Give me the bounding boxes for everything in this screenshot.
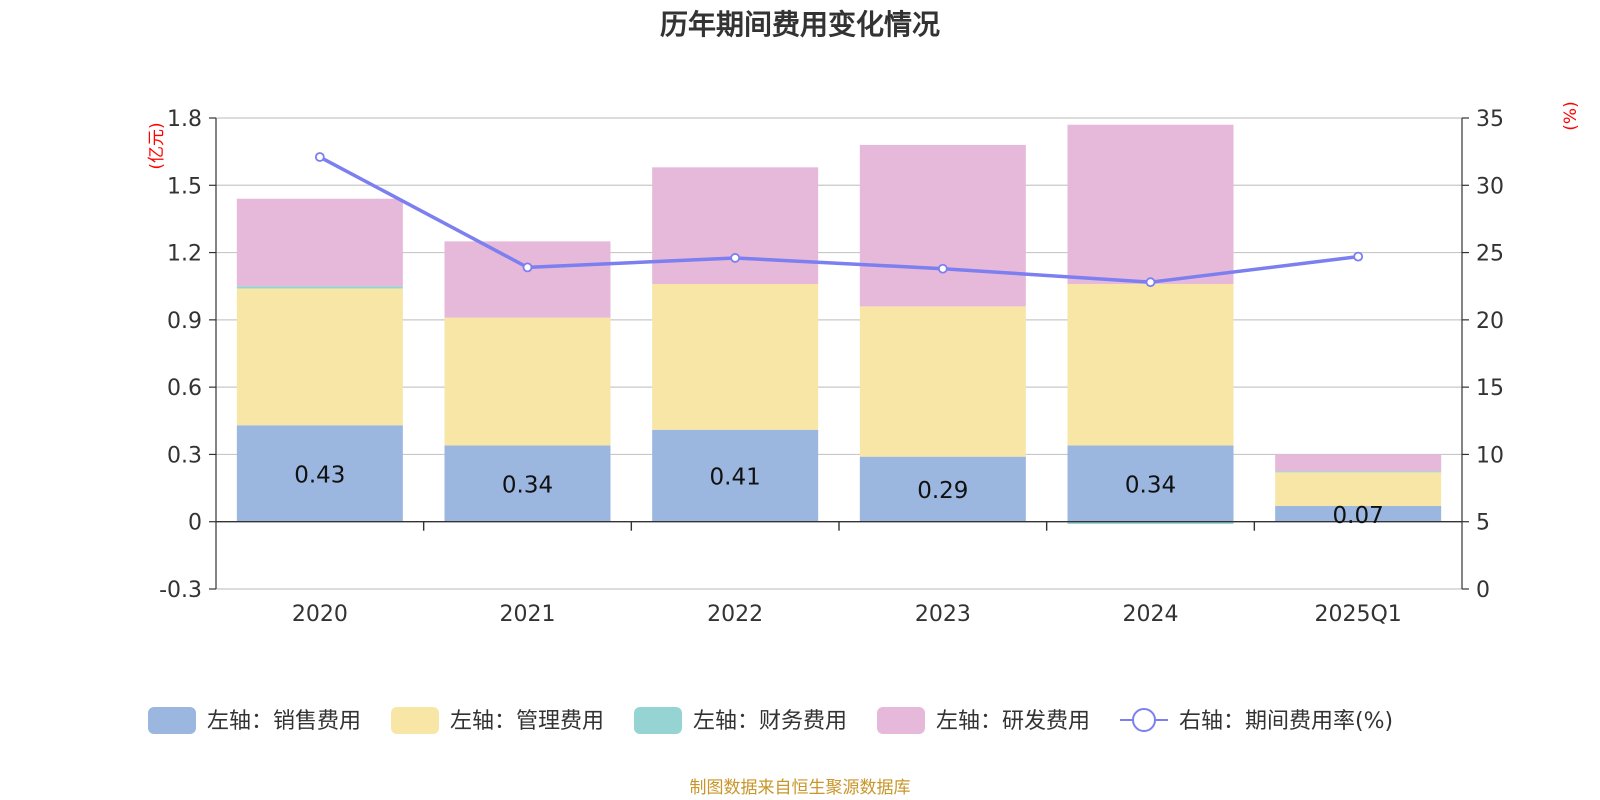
legend-swatch (634, 707, 682, 734)
bar-segment (652, 429, 819, 522)
legend-label: 左轴：研发费用 (936, 709, 1090, 734)
bar-segment (1275, 472, 1442, 507)
bar-segment (652, 167, 819, 284)
bar-segment (859, 306, 1026, 457)
right-axis-unit: (%) (1561, 101, 1581, 130)
bar-value-label: 0.07 (1333, 503, 1384, 529)
bar-segment (859, 144, 1026, 307)
right-tick-label: 25 (1476, 242, 1504, 267)
axes: -0.3 0 0.3 0.6 0.9 1.2 1.5 1.8 0 5 10 15 20 25 30 35 202… (159, 107, 1504, 627)
legend-item: 左轴：管理费用 (391, 707, 604, 734)
chart-title: 历年期间费用变化情况 (660, 8, 940, 41)
rate-point (937, 263, 948, 274)
legend-label: 左轴：财务费用 (693, 709, 847, 734)
rate-point (522, 262, 533, 273)
bar-segment (1275, 471, 1442, 473)
category-label: 2025Q1 (1315, 602, 1402, 627)
rate-point (1353, 251, 1364, 262)
legend-item: 左轴：财务费用 (634, 707, 847, 734)
bar-segment (236, 425, 403, 522)
right-tick-label: 10 (1476, 443, 1504, 468)
left-tick-label: 1.2 (167, 242, 202, 267)
bar-value-label: 0.29 (917, 478, 968, 504)
rate-line (314, 152, 1364, 288)
legend-label: 左轴：管理费用 (450, 709, 604, 734)
bar-segment (444, 445, 611, 522)
category-label: 2020 (292, 602, 348, 627)
category-label: 2021 (500, 602, 556, 627)
rate-point (730, 253, 741, 263)
bar-segment (859, 456, 1026, 522)
legend-label: 右轴：期间费用率(%) (1179, 709, 1393, 734)
bar-segment (444, 317, 611, 446)
left-axis-unit: (亿元) (147, 122, 167, 169)
legend: 左轴：销售费用 左轴：管理费用 左轴：财务费用 左轴：研发费用 右轴：期间费用率(%) (148, 707, 1393, 734)
left-tick-label: 1.8 (167, 107, 202, 132)
source-text: 制图数据来自恒生聚源数据库 (690, 778, 911, 798)
bar-segment (444, 241, 611, 318)
legend-item: 右轴：期间费用率(%) (1120, 708, 1393, 734)
right-tick-label: 15 (1476, 376, 1504, 401)
bar-segment (1067, 445, 1234, 522)
bar-segment (236, 198, 403, 287)
right-tick-label: 35 (1476, 107, 1504, 132)
category-label: 2022 (707, 602, 763, 627)
bar-segment (1067, 283, 1234, 446)
right-tick-label: 30 (1476, 174, 1504, 199)
category-label: 2024 (1123, 602, 1179, 627)
bars (236, 124, 1442, 524)
bar-segment (1275, 454, 1442, 472)
bar-segment (1275, 506, 1442, 522)
bar-segment (1067, 521, 1234, 524)
bar-value-label: 0.34 (502, 473, 553, 499)
left-tick-label: 0 (188, 511, 202, 536)
left-tick-label: -0.3 (159, 578, 202, 603)
legend-marker-swatch (1132, 708, 1156, 732)
left-tick-label: 0.3 (167, 443, 202, 468)
left-tick-label: 1.5 (167, 174, 202, 199)
rate-point (314, 152, 325, 162)
bar-value-label: 0.43 (294, 462, 345, 488)
legend-swatch (391, 707, 439, 734)
bar-segment (1067, 124, 1234, 284)
legend-item: 左轴：销售费用 (148, 707, 361, 734)
bar-value-label: 0.41 (710, 465, 761, 491)
legend-item: 左轴：研发费用 (877, 707, 1090, 734)
left-tick-label: 0.6 (167, 376, 202, 401)
data-labels: 0.43 0.34 0.41 0.29 0.34 0.07 (294, 462, 1384, 528)
bar-segment (236, 288, 403, 426)
category-label: 2023 (915, 602, 971, 627)
bar-segment (236, 286, 403, 289)
legend-swatch (877, 707, 925, 734)
right-tick-label: 20 (1476, 309, 1504, 334)
bar-segment (652, 283, 819, 430)
right-tick-label: 5 (1476, 511, 1490, 536)
left-tick-label: 0.9 (167, 309, 202, 334)
rate-point (1145, 277, 1156, 288)
right-tick-label: 0 (1476, 578, 1490, 603)
bar-value-label: 0.34 (1125, 473, 1176, 499)
rate-line-path (319, 155, 1359, 284)
grid (216, 117, 1462, 590)
legend-label: 左轴：销售费用 (207, 709, 361, 734)
legend-swatch (148, 707, 196, 734)
